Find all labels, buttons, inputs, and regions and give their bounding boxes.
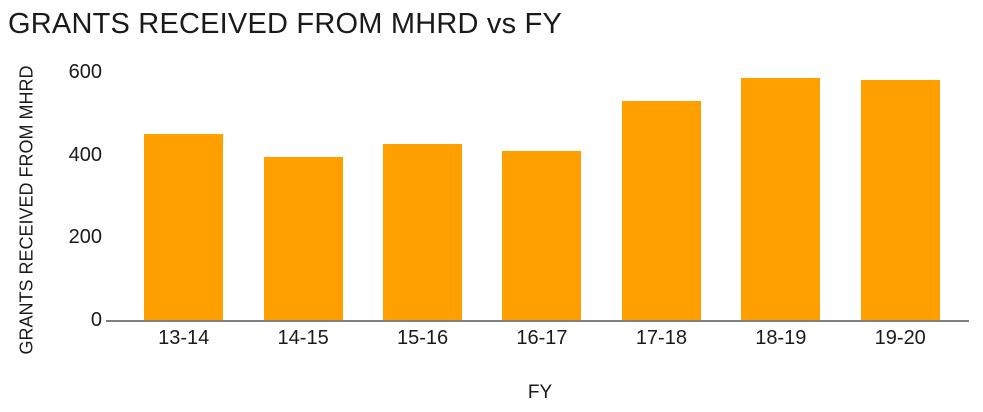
bar-slot bbox=[841, 72, 960, 320]
y-axis-title: GRANTS RECEIVED FROM MHRD bbox=[16, 65, 37, 355]
bar-15-16 bbox=[383, 144, 463, 320]
x-tick-label-14-15: 14-15 bbox=[277, 327, 329, 349]
x-tick-label-13-14: 13-14 bbox=[158, 327, 210, 349]
x-tick-label-17-18: 17-18 bbox=[635, 327, 687, 349]
y-tick-label-400: 400 bbox=[68, 143, 102, 166]
bar-17-18 bbox=[621, 100, 701, 320]
plot-area bbox=[124, 72, 960, 320]
x-axis-title: FY bbox=[527, 382, 553, 403]
bar-13-14 bbox=[144, 134, 224, 320]
bar-14-15 bbox=[263, 156, 343, 320]
bar-18-19 bbox=[741, 78, 821, 320]
x-tick-label-16-17: 16-17 bbox=[516, 327, 568, 349]
x-axis-tick-labels: 13-14 14-15 15-16 16-17 17-18 18-19 19-20 bbox=[124, 327, 960, 350]
bar-slot bbox=[363, 72, 482, 320]
bar-19-20 bbox=[860, 80, 940, 320]
x-tick-label-19-20: 19-20 bbox=[874, 327, 926, 349]
bar-slot bbox=[124, 72, 243, 320]
bar-slot bbox=[482, 72, 601, 320]
bar-16-17 bbox=[502, 150, 582, 320]
chart-title: GRANTS RECEIVED FROM MHRD vs FY bbox=[8, 8, 562, 40]
y-tick-label-200: 200 bbox=[68, 226, 102, 249]
x-axis-line bbox=[106, 320, 969, 322]
x-tick-label-15-16: 15-16 bbox=[396, 327, 449, 349]
bar-slot bbox=[602, 72, 721, 320]
bar-slot bbox=[721, 72, 840, 320]
y-tick-label-600: 600 bbox=[68, 61, 102, 83]
bar-slot bbox=[243, 72, 362, 320]
x-tick-label-18-19: 18-19 bbox=[755, 327, 807, 349]
y-tick-label-0: 0 bbox=[90, 309, 102, 331]
